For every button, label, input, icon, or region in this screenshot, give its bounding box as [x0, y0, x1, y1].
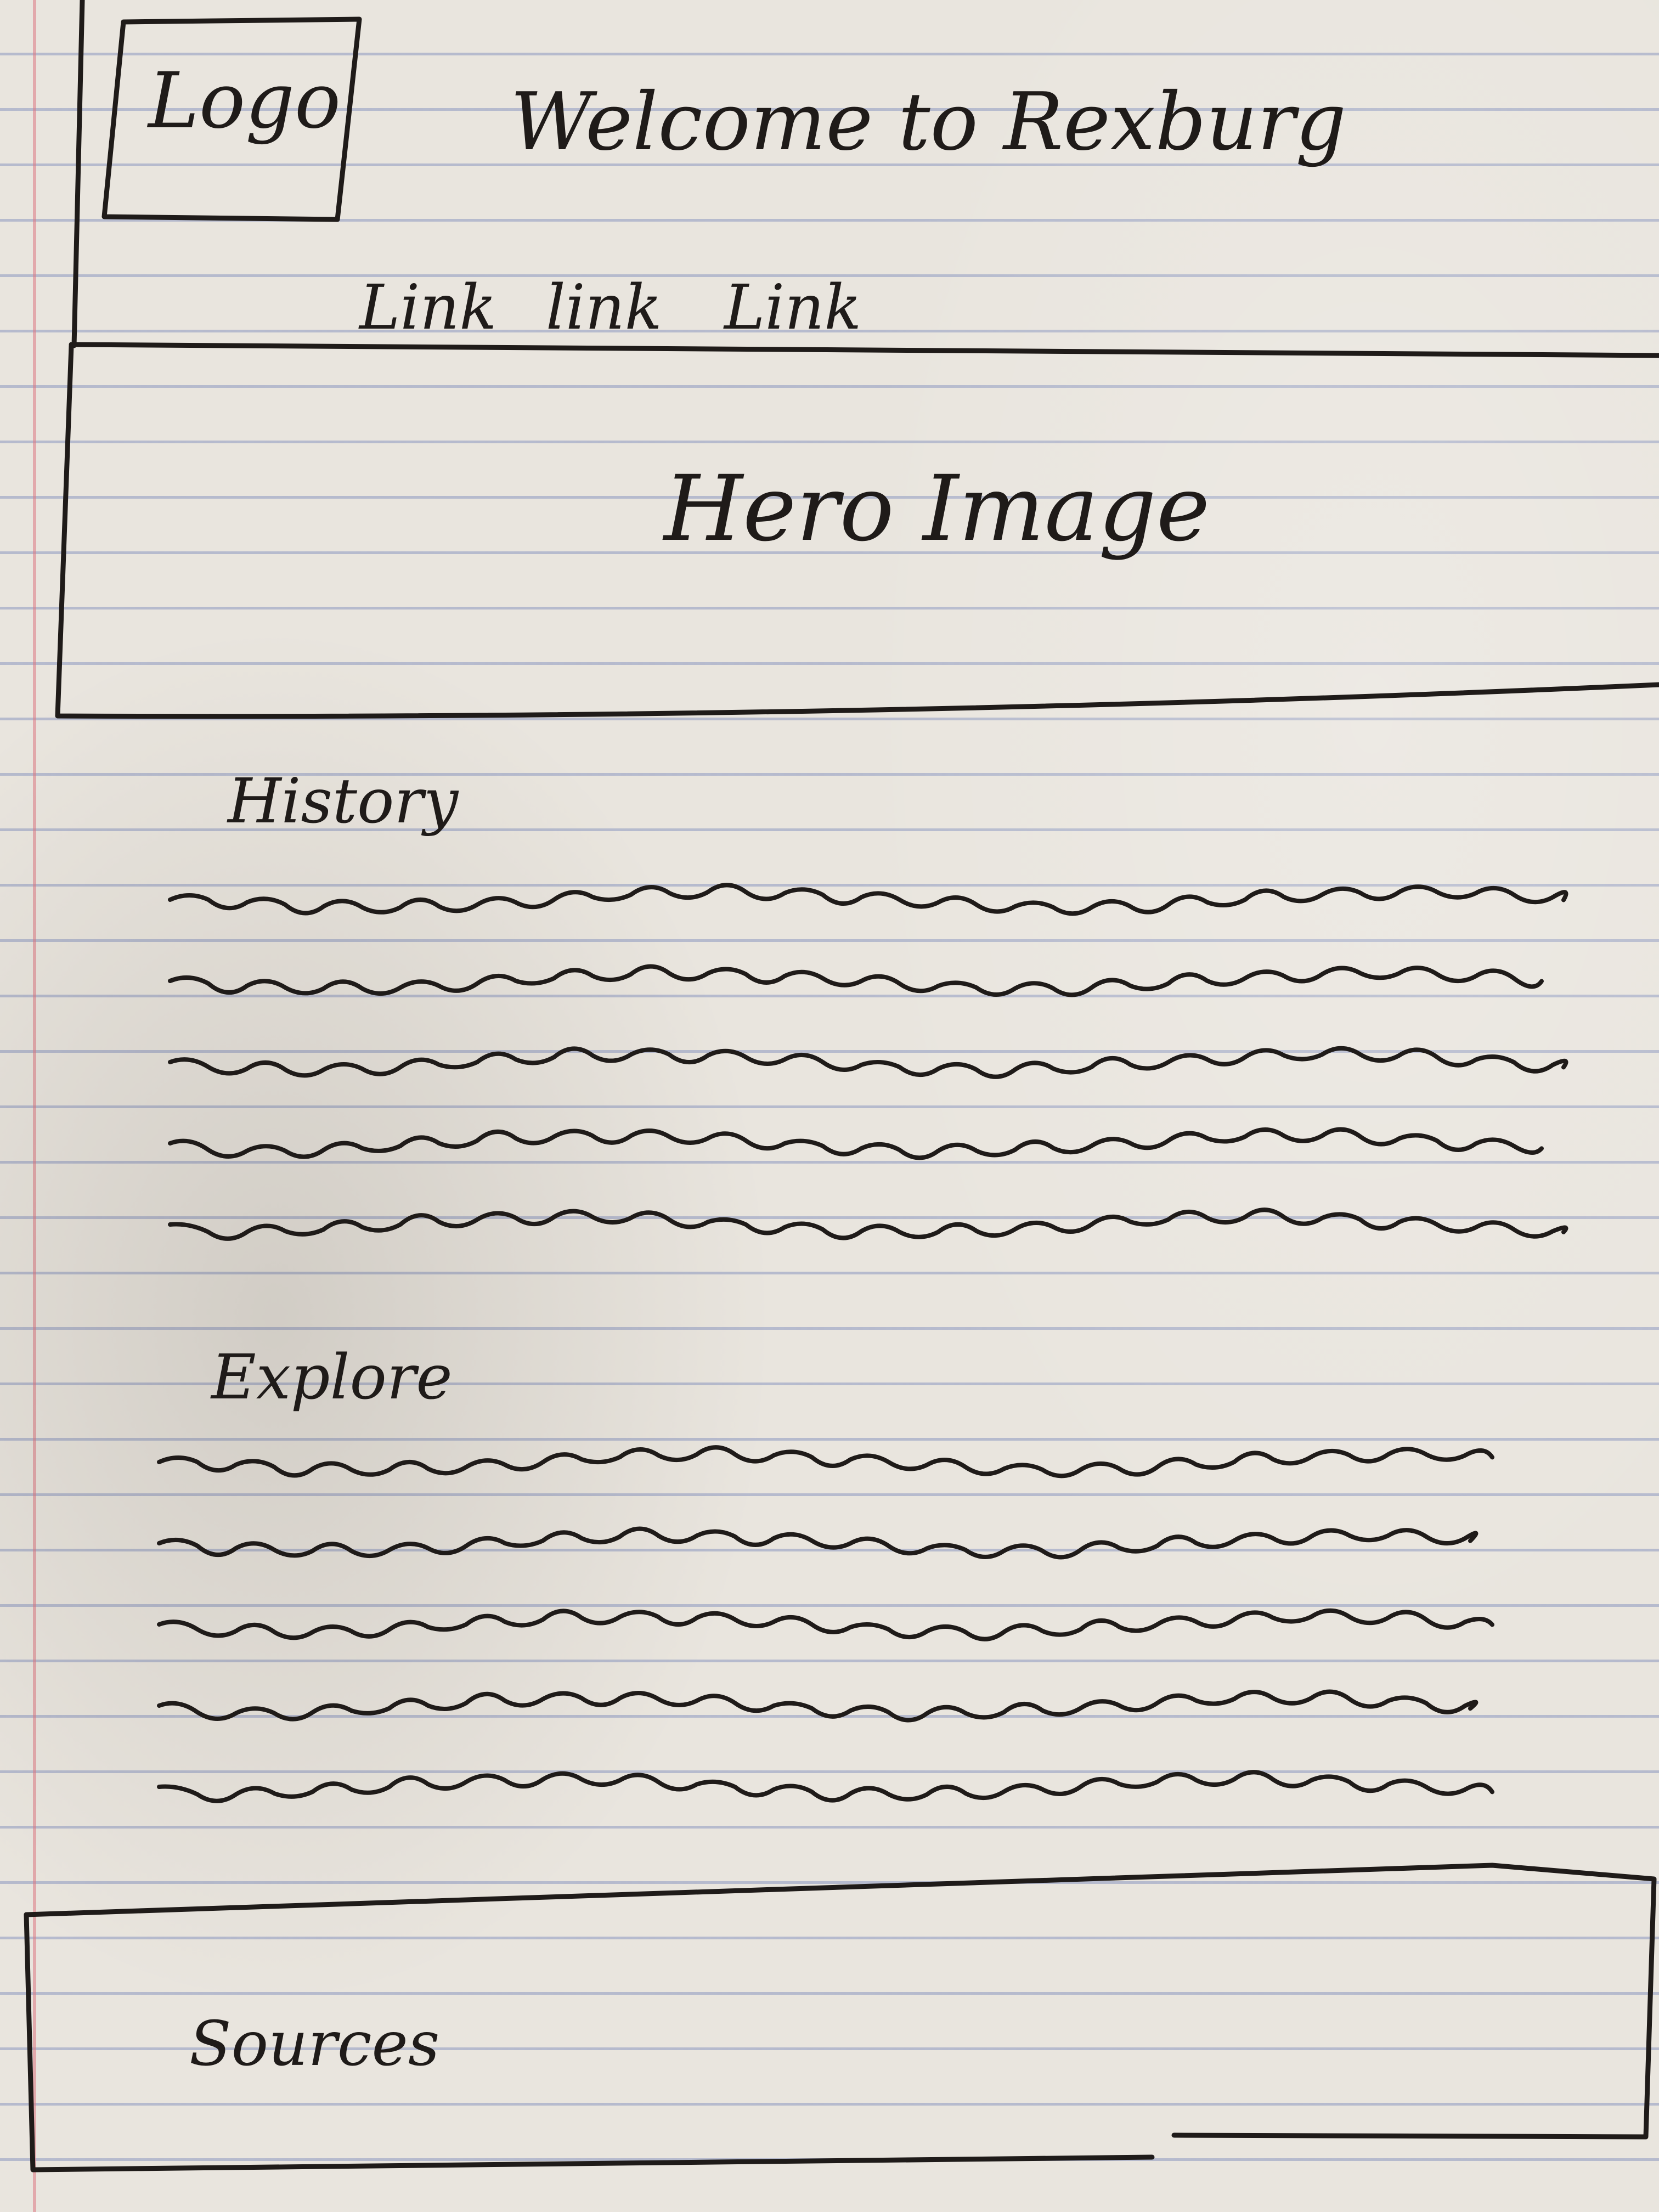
hero-image-placeholder: Hero Image: [664, 456, 1210, 561]
sources-footer-label: Sources: [189, 2008, 440, 2080]
logo-placeholder[interactable]: Logo: [148, 57, 341, 146]
header-divider: [69, 342, 1659, 358]
explore-heading: Explore: [211, 1342, 453, 1413]
nav-link-1[interactable]: Link: [359, 272, 497, 343]
explore-text-line: [157, 1445, 1494, 1479]
history-text-line: [168, 1127, 1544, 1160]
logo-box: [101, 16, 362, 222]
nav-link-2[interactable]: link: [546, 272, 662, 343]
history-text-line: [168, 1207, 1568, 1241]
hero-box: [55, 343, 1659, 719]
explore-text-line: [157, 1608, 1494, 1641]
explore-text-line: [157, 1770, 1494, 1803]
history-text-line: [168, 964, 1544, 997]
page-title: Welcome to Rexburg: [510, 76, 1347, 168]
history-heading: History: [228, 766, 459, 837]
header-frame: [71, 0, 85, 348]
nav-link-3[interactable]: Link: [724, 272, 862, 343]
explore-text-line: [157, 1526, 1479, 1560]
footer-box: [24, 1863, 1657, 2140]
footer-box-bottom: [24, 1912, 1155, 2172]
explore-text-line: [157, 1689, 1479, 1723]
history-text-line: [168, 1046, 1568, 1079]
history-text-line: [168, 883, 1568, 916]
